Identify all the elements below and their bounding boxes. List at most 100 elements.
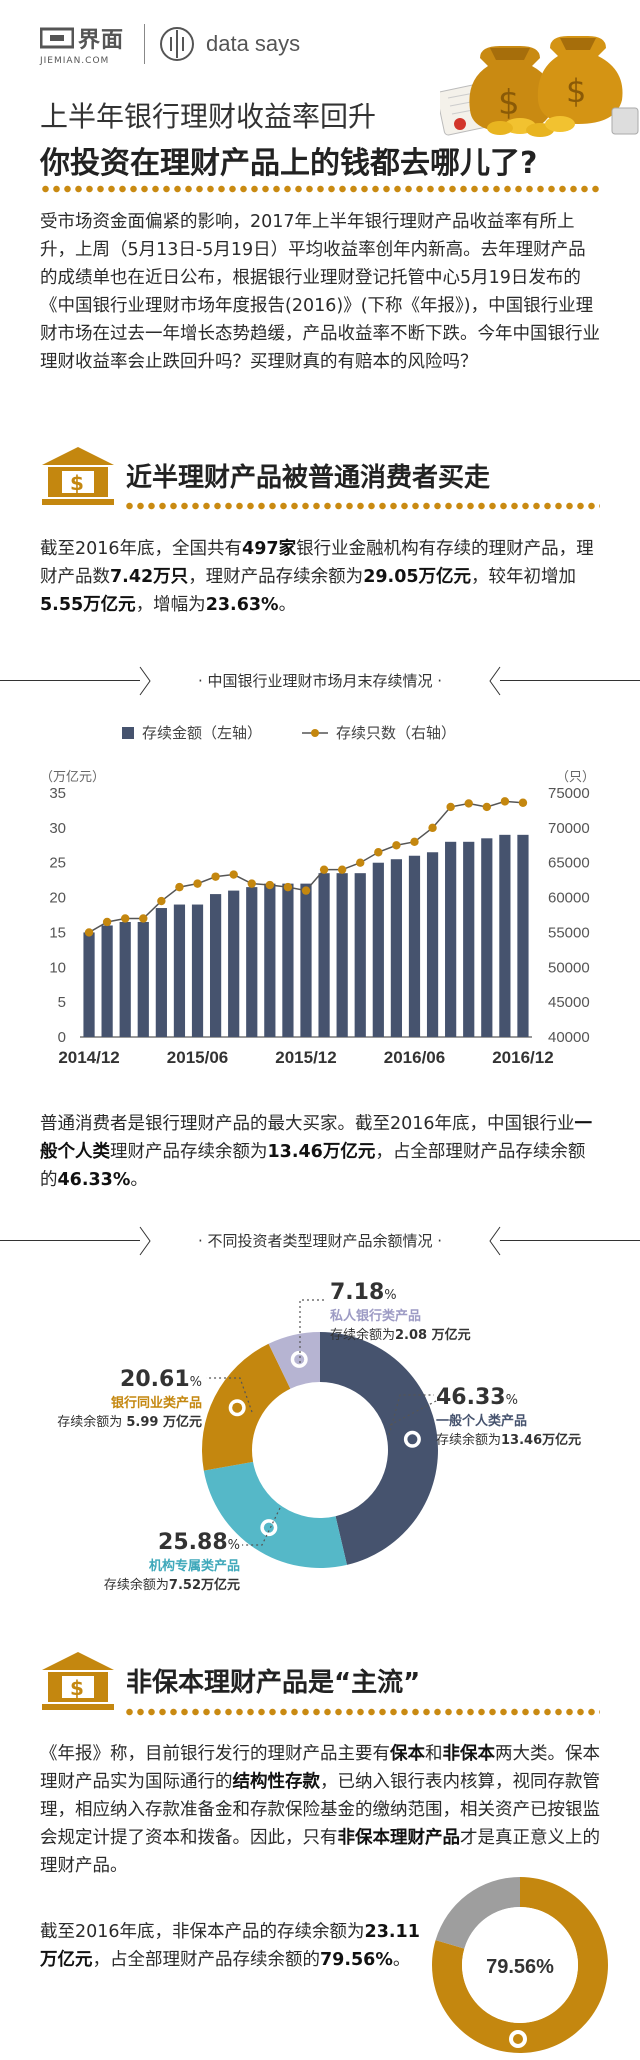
page-subtitle: 你投资在理财产品上的钱都去哪儿了? <box>40 146 538 181</box>
section2-dot-divider <box>124 1708 600 1716</box>
chart1-banner: · 中国银行业理财市场月末存续情况 · <box>0 660 640 700</box>
line-point <box>392 841 401 850</box>
intro-paragraph: 受市场资金面偏紧的影响，2017年上半年银行理财产品收益率有所上升，上周（5月1… <box>40 212 600 372</box>
pie-label-private: 7.18% 私人银行类产品 存续余额为2.08 万亿元 <box>330 1280 471 1343</box>
section2-title: 非保本理财产品是“主流” <box>126 1668 421 1698</box>
chart1-legend: 存续金额（左轴） 存续只数（右轴） <box>122 722 456 743</box>
bar <box>318 873 330 1037</box>
combo-chart: （万亿元） （只） 0 5 10 15 20 25 30 35 40000 45000 50000 550… <box>40 770 595 1067</box>
bar <box>191 904 204 1037</box>
jiemian-logo-icon <box>40 27 74 49</box>
y-tick-left: 20 <box>49 890 66 907</box>
money-bags-illustration: $ $ <box>440 36 639 137</box>
x-tick-label: 2015/06 <box>167 1048 228 1067</box>
y-axis-left-label: （万亿元） <box>40 770 105 785</box>
section2-paragraph1: 《年报》称，目前银行发行的理财产品主要有保本和非保本两大类。保本理财产品实为国际… <box>40 1744 600 1876</box>
line-point <box>265 880 275 890</box>
donut-slice <box>320 1332 438 1565</box>
chart2-banner: · 不同投资者类型理财产品余额情况 · <box>0 1220 640 1260</box>
line-point <box>428 823 437 833</box>
slice-marker-inner <box>232 1402 243 1413</box>
data-says-icon <box>160 27 194 61</box>
x-tick-label: 2016/12 <box>492 1048 553 1067</box>
bar <box>408 855 421 1037</box>
legend-line-swatch <box>302 728 329 737</box>
donut-slice <box>202 1343 291 1471</box>
logo-en: JIEMIAN.COM <box>40 56 110 66</box>
legend-line-label: 存续只数（右轴） <box>336 724 457 742</box>
svg-text:$: $ <box>70 471 84 495</box>
non-guaranteed-donut: 79.56% <box>432 1877 608 2053</box>
bar <box>463 841 475 1037</box>
bar <box>173 904 186 1037</box>
bar <box>119 921 131 1037</box>
bank-icon: $ <box>42 447 114 505</box>
line-point <box>229 870 238 879</box>
bar <box>300 883 312 1037</box>
line-point <box>518 798 528 807</box>
y-axis-right-label: （只） <box>556 770 595 785</box>
data-says-brand: data says <box>158 24 300 64</box>
y-tick-right: 55000 <box>548 924 590 941</box>
chart1-title: · 中国银行业理财市场月末存续情况 · <box>197 672 443 690</box>
y-tick-left: 25 <box>49 855 66 872</box>
logo-cn: 界面 <box>78 28 125 53</box>
bank-icon: $ <box>42 1652 114 1710</box>
y-tick-right: 75000 <box>548 785 590 802</box>
bar <box>246 887 258 1037</box>
section1-paragraph1: 截至2016年底，全国共有497家银行业金融机构有存续的理财产品，理财产品数7.… <box>40 539 594 615</box>
section2-paragraph2: 截至2016年底，非保本产品的存续余额为23.11万亿元，占全部理财产品存续余额… <box>40 1922 420 1970</box>
brand-text: data says <box>206 31 301 56</box>
y-tick-right: 70000 <box>548 820 590 837</box>
y-tick-right: 65000 <box>548 855 590 872</box>
section2-header: $ 非保本理财产品是“主流” <box>40 1650 600 1710</box>
y-tick-left: 35 <box>49 785 66 802</box>
section1-title: 近半理财产品被普通消费者买走 <box>126 463 491 493</box>
svg-text:$: $ <box>70 1676 84 1700</box>
line-point <box>482 802 491 812</box>
pie-label-interbank: 20.61% 银行同业类产品 存续余额为 5.99 万亿元 <box>57 1367 202 1430</box>
line-point <box>139 914 148 923</box>
bar <box>264 883 276 1037</box>
bar <box>155 908 167 1037</box>
y-tick-left: 5 <box>58 994 66 1011</box>
title-dot-divider <box>40 185 600 193</box>
bar <box>372 862 384 1037</box>
donut-hole <box>462 1907 578 2023</box>
line-point <box>211 872 220 881</box>
page-title: 上半年银行理财收益率回升 <box>40 100 377 133</box>
pie-label-institution: 25.88% 机构专属类产品 存续余额为7.52万亿元 <box>103 1530 240 1593</box>
line-point <box>175 882 184 892</box>
bar <box>101 925 113 1037</box>
line-point <box>102 917 112 927</box>
donut-center-label: 79.56% <box>486 1956 554 1978</box>
bar <box>209 894 222 1037</box>
section1-header: $ 近半理财产品被普通消费者买走 <box>40 445 600 505</box>
line-point <box>337 865 347 874</box>
y-tick-left: 10 <box>49 959 66 976</box>
line-point <box>84 928 94 937</box>
slice-marker-inner <box>513 2034 523 2044</box>
line-point <box>356 858 365 867</box>
line-point <box>157 896 166 906</box>
x-tick-label: 2016/06 <box>384 1048 445 1067</box>
y-tick-right: 60000 <box>548 890 590 907</box>
section1-dot-divider <box>124 502 600 510</box>
bar <box>445 841 457 1037</box>
y-tick-right: 40000 <box>548 1029 590 1046</box>
line-point <box>283 882 293 892</box>
line-point <box>464 799 473 808</box>
line-point <box>121 914 130 923</box>
line-point <box>500 797 510 806</box>
x-tick-label: 2014/12 <box>58 1048 119 1067</box>
y-tick-right: 45000 <box>548 994 590 1011</box>
legend-bar-label: 存续金额（左轴） <box>142 724 263 742</box>
line-point <box>301 886 311 895</box>
bar <box>83 932 95 1037</box>
slice-marker-inner <box>294 1354 305 1365</box>
bar <box>390 859 403 1037</box>
bar <box>228 890 240 1037</box>
jiemian-logo: 界面 JIEMIAN.COM <box>40 22 140 66</box>
bar <box>426 852 439 1037</box>
line-point <box>247 879 256 888</box>
